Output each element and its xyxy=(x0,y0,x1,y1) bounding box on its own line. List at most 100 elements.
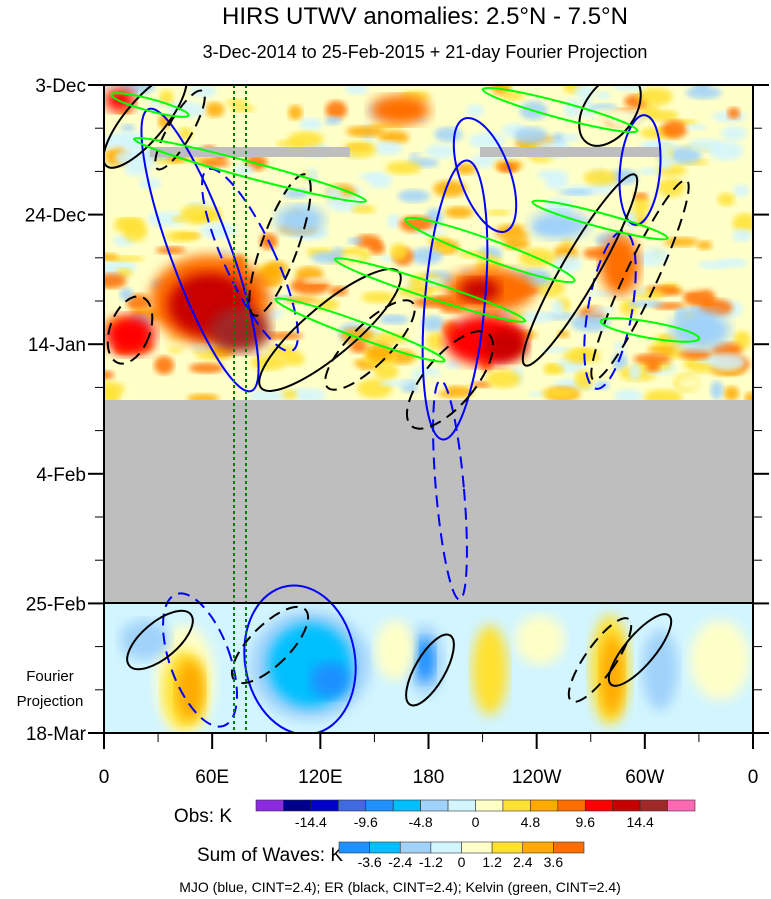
field-cell xyxy=(551,299,565,317)
field-cell xyxy=(289,247,307,264)
field-cell xyxy=(229,104,255,113)
missing-data-region xyxy=(104,400,753,603)
field-cell xyxy=(571,347,594,359)
y-tick-label: 18-Mar xyxy=(26,724,87,745)
y-tick-label: 24-Dec xyxy=(25,206,86,227)
field-cell xyxy=(425,143,457,159)
anomaly-blob xyxy=(530,211,590,239)
field-cell xyxy=(180,118,204,126)
er-contour xyxy=(607,613,673,687)
x-tick-label: 0 xyxy=(99,767,110,788)
field-cell xyxy=(167,101,207,118)
kelvin-contour xyxy=(110,92,190,118)
anomaly-blob xyxy=(210,308,270,352)
field-cell xyxy=(165,231,199,243)
field-cell xyxy=(485,209,511,216)
field-cell xyxy=(261,92,297,105)
anomaly-blob xyxy=(275,205,325,235)
kelvin-contour xyxy=(404,216,576,284)
er-contour xyxy=(248,173,312,317)
field-cell xyxy=(466,104,485,117)
colorbar-box xyxy=(475,799,504,812)
mjo-contour xyxy=(452,116,518,234)
colorbar-box xyxy=(365,799,394,812)
field-cell xyxy=(378,130,410,144)
field-cell xyxy=(115,217,144,224)
anomaly-blob xyxy=(600,235,640,295)
waves-colorbar: Sum of Waves: K -3.6 -2.4 -1.2 0 1.2 2.4 3.6 xyxy=(197,841,585,870)
field-cell xyxy=(687,138,724,152)
projection-blob xyxy=(375,620,415,680)
field-cell xyxy=(632,197,651,214)
colorbar-box xyxy=(502,799,531,812)
colorbar-box xyxy=(522,841,554,854)
kelvin-contour xyxy=(274,297,446,363)
field-cell xyxy=(710,380,724,400)
colorbar-box xyxy=(430,841,462,854)
field-cell xyxy=(498,163,518,173)
colorbar-tick-label: 0 xyxy=(472,814,480,830)
field-cell xyxy=(679,348,713,360)
field-cell xyxy=(104,370,115,380)
colorbar-box xyxy=(530,799,559,812)
field-cell xyxy=(378,314,409,325)
colorbar-box xyxy=(338,799,367,812)
field-cell xyxy=(247,389,286,403)
field-cell xyxy=(159,89,174,106)
field-cell xyxy=(299,117,323,131)
field-cell xyxy=(288,105,303,120)
field-cell xyxy=(651,110,679,122)
mjo-contour xyxy=(583,230,637,390)
colorbar-box xyxy=(392,799,421,812)
er-contour xyxy=(405,633,455,707)
field-cell xyxy=(637,87,673,106)
field-cell xyxy=(613,389,643,404)
field-cell xyxy=(717,193,735,207)
colorbar-box xyxy=(667,799,696,812)
projection-blob xyxy=(690,620,750,700)
colorbar-box xyxy=(338,841,370,854)
field-cell xyxy=(708,353,746,371)
axes: 0 60E 120E 180 120W 60W 0 3-Dec 24-Dec 14-Jan 4-Fe… xyxy=(25,76,769,788)
projection-blob xyxy=(310,662,350,698)
field-cell xyxy=(433,180,467,198)
projection-blob xyxy=(472,625,508,715)
x-tick-label: 120E xyxy=(298,767,342,788)
field-cell xyxy=(433,244,454,252)
field-cell xyxy=(225,99,249,106)
colorbar-tick-label: 3.6 xyxy=(544,854,564,870)
er-contour xyxy=(567,617,633,703)
y-tick-label: 25-Feb xyxy=(26,594,86,615)
field-cell xyxy=(347,237,363,245)
field-cell xyxy=(455,163,477,175)
projection-blob xyxy=(515,615,565,665)
field-cell xyxy=(434,127,463,142)
field-cell xyxy=(287,131,324,148)
er-contour xyxy=(521,173,639,367)
field-cell xyxy=(502,237,530,250)
field-cell xyxy=(570,313,611,332)
field-cell xyxy=(301,276,335,284)
field-cell xyxy=(319,207,337,217)
mjo-contour xyxy=(140,107,260,393)
field-cell xyxy=(685,86,722,100)
field-cell xyxy=(378,379,414,387)
colorbar-box xyxy=(447,799,476,812)
field-cell xyxy=(263,260,288,277)
mjo-contour xyxy=(432,379,468,601)
colorbar-tick-label: -14.4 xyxy=(295,814,327,830)
colorbar-box xyxy=(557,799,586,812)
y-tick-label: 14-Jan xyxy=(28,335,86,356)
kelvin-contour xyxy=(599,317,701,343)
anomaly-blob xyxy=(670,310,730,350)
field-cell xyxy=(661,120,688,139)
field-cell xyxy=(657,178,685,198)
field-cell xyxy=(351,204,376,214)
er-contour xyxy=(324,299,416,391)
colorbar-tick-label: -1.2 xyxy=(419,854,443,870)
field-cell xyxy=(444,206,474,219)
field-cell xyxy=(732,228,752,242)
field-cell xyxy=(612,352,628,371)
er-contour xyxy=(126,609,194,671)
plot-area xyxy=(104,85,753,733)
